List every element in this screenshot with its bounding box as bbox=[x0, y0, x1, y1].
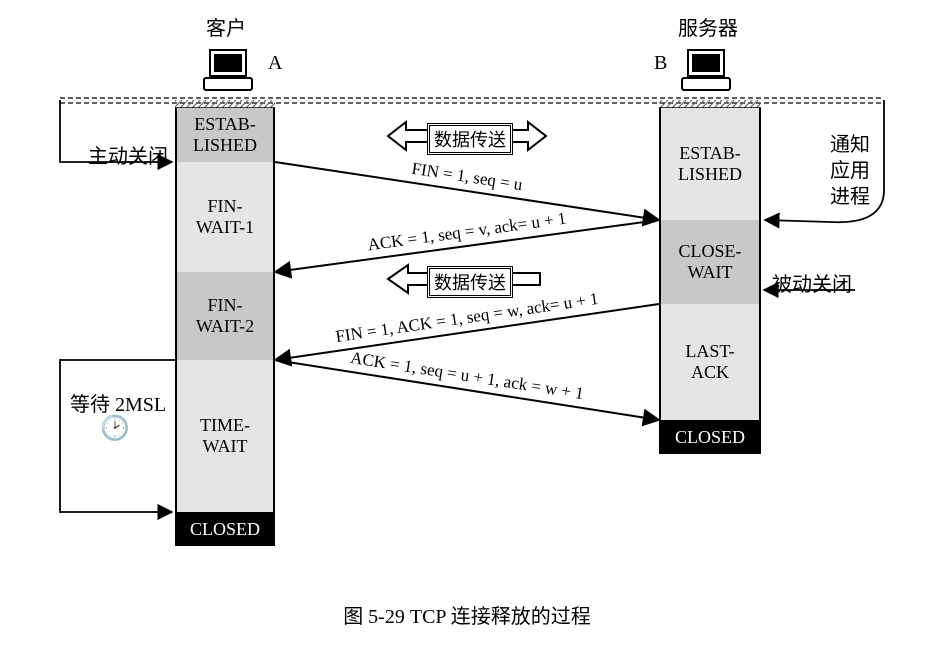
client-closed: CLOSED bbox=[175, 512, 275, 546]
data-transfer-top-label: 数据传送 bbox=[434, 126, 506, 152]
clock-icon: 🕑 bbox=[100, 414, 130, 443]
wait-2msl-label: 等待 2MSL bbox=[70, 388, 166, 417]
notify-app-2: 应用 bbox=[830, 154, 870, 183]
passive-close-label: 被动关闭 bbox=[772, 268, 852, 297]
client-closed-label: CLOSED bbox=[190, 519, 260, 540]
endpoint-b: B bbox=[654, 52, 667, 75]
active-close-label: 主动关闭 bbox=[88, 140, 168, 169]
figure-caption: 图 5-29 TCP 连接释放的过程 bbox=[0, 600, 934, 629]
endpoint-a: A bbox=[268, 52, 282, 75]
data-transfer-top: 数据传送 bbox=[427, 123, 513, 155]
server-computer-icon bbox=[682, 50, 730, 90]
server-closed-label: CLOSED bbox=[675, 427, 745, 448]
data-transfer-mid-label: 数据传送 bbox=[434, 269, 506, 295]
server-header: 服务器 bbox=[678, 12, 738, 41]
diagram-canvas: 客户 服务器 A B ESTAB- LISHEDFIN- WAIT-1FIN- … bbox=[0, 0, 934, 646]
client-header: 客户 bbox=[206, 12, 246, 41]
state-server-established: ESTAB- LISHED bbox=[659, 108, 761, 220]
state-client-fin-wait-2: FIN- WAIT-2 bbox=[175, 272, 275, 360]
state-client-time-wait: TIME- WAIT bbox=[175, 360, 275, 512]
state-server-close-wait: CLOSE- WAIT bbox=[659, 220, 761, 304]
state-client-established: ESTAB- LISHED bbox=[175, 108, 275, 162]
state-client-fin-wait-1: FIN- WAIT-1 bbox=[175, 162, 275, 272]
notify-app-1: 通知 bbox=[830, 128, 870, 157]
state-server-last-ack: LAST- ACK bbox=[659, 304, 761, 420]
notify-app-3: 进程 bbox=[830, 180, 870, 209]
server-closed: CLOSED bbox=[659, 420, 761, 454]
client-computer-icon bbox=[204, 50, 252, 90]
data-transfer-mid: 数据传送 bbox=[427, 266, 513, 298]
